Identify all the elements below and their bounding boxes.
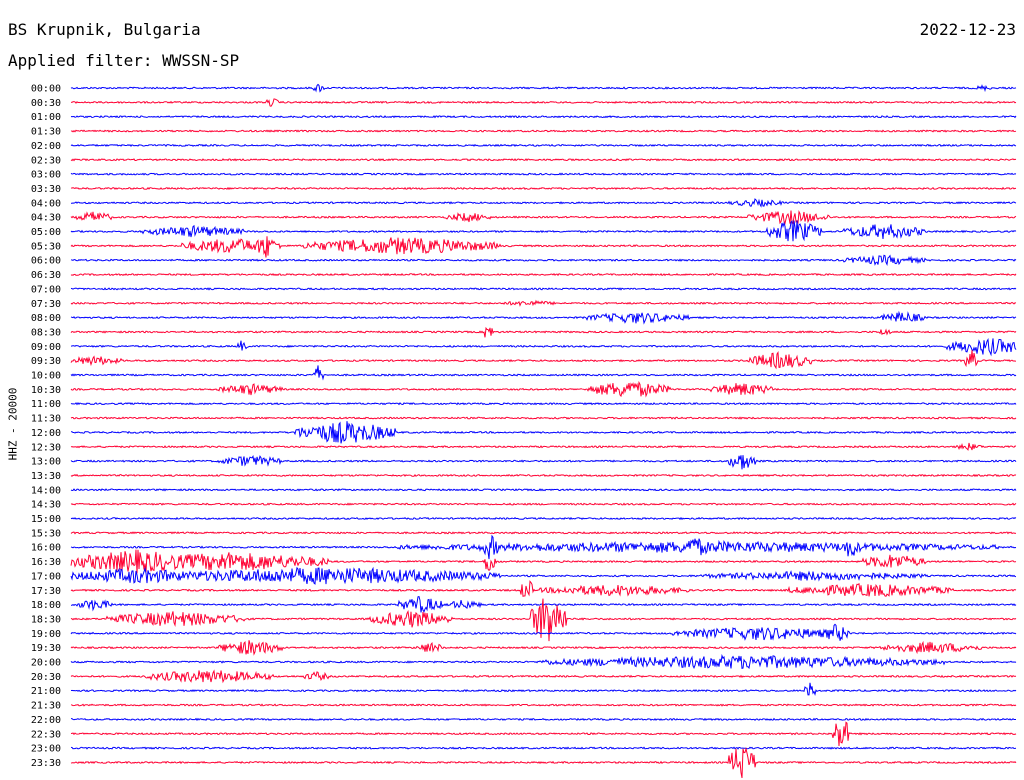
trace-line — [70, 717, 1016, 722]
row-time-label: 21:30 — [31, 701, 61, 712]
row-time-label: 00:30 — [31, 98, 61, 109]
trace-line — [70, 488, 1017, 492]
trace-line — [70, 350, 1017, 370]
row-time-label: 02:00 — [31, 141, 61, 152]
row-time-label: 03:00 — [31, 170, 61, 181]
filter-label: Applied filter: WWSSN-SP — [8, 51, 240, 70]
row-time-label: 08:00 — [31, 313, 61, 324]
row-time-label: 13:00 — [31, 457, 61, 468]
row-time-label: 22:30 — [31, 729, 61, 740]
row-time-label: 07:00 — [31, 284, 61, 295]
row-time-label: 01:00 — [31, 112, 61, 123]
row-time-label: 06:00 — [31, 256, 61, 267]
row-time-label: 19:30 — [31, 643, 61, 654]
row-time-label: 07:30 — [31, 299, 61, 310]
row-time-label: 04:30 — [31, 213, 61, 224]
row-time-label: 19:00 — [31, 629, 61, 640]
trace-line — [70, 653, 1017, 670]
trace-line — [70, 746, 1017, 779]
row-time-label: 12:30 — [31, 442, 61, 453]
row-time-label: 02:30 — [31, 155, 61, 166]
trace-line — [70, 337, 1017, 357]
trace-line — [70, 703, 1017, 707]
trace-line — [70, 254, 1017, 266]
trace-line — [70, 580, 1017, 597]
trace-line — [70, 287, 1017, 291]
trace-line — [70, 158, 1017, 162]
row-time-label: 10:00 — [31, 371, 61, 382]
row-time-label: 11:00 — [31, 399, 61, 410]
trace-line — [70, 172, 1017, 176]
row-time-label: 16:00 — [31, 543, 61, 554]
trace-line — [70, 299, 1017, 307]
row-time-label: 04:00 — [31, 198, 61, 209]
trace-line — [70, 416, 1017, 420]
trace-line — [70, 442, 1017, 451]
trace-line — [70, 682, 1017, 697]
trace-line — [70, 83, 1017, 93]
trace-line — [70, 186, 1017, 191]
row-time-label: 11:30 — [31, 414, 61, 425]
trace-line — [70, 746, 1017, 750]
row-time-label: 17:30 — [31, 586, 61, 597]
trace-line — [70, 721, 1017, 747]
trace-line — [70, 98, 1017, 107]
trace-line — [70, 473, 1017, 478]
row-time-label: 05:30 — [31, 241, 61, 252]
row-time-label: 18:00 — [31, 600, 61, 611]
row-time-label: 09:00 — [31, 342, 61, 353]
trace-line — [70, 421, 1017, 444]
row-time-label: 03:30 — [31, 184, 61, 195]
row-time-label: 06:30 — [31, 270, 61, 281]
trace-line — [70, 455, 1017, 470]
trace-line — [70, 549, 1017, 574]
trace-line — [70, 115, 1017, 119]
trace-line — [70, 326, 1017, 338]
row-time-label: 14:00 — [31, 485, 61, 496]
trace-line — [70, 640, 1017, 656]
row-time-label: 09:30 — [31, 356, 61, 367]
row-time-label: 18:30 — [31, 614, 61, 625]
row-time-label: 20:30 — [31, 672, 61, 683]
row-time-label: 13:30 — [31, 471, 61, 482]
row-time-label: 22:00 — [31, 715, 61, 726]
row-time-label: 23:30 — [31, 758, 61, 769]
trace-line — [70, 502, 1017, 506]
trace-line — [70, 598, 1017, 642]
row-time-label: 15:30 — [31, 528, 61, 539]
trace-line — [70, 380, 1017, 398]
row-time-label: 15:00 — [31, 514, 61, 525]
row-time-label: 00:00 — [31, 84, 61, 95]
row-time-label: 05:00 — [31, 227, 61, 238]
trace-line — [70, 531, 1017, 535]
station-title: BS Krupnik, Bulgaria — [8, 20, 201, 39]
trace-line — [70, 220, 1017, 242]
trace-line — [70, 623, 1017, 641]
row-time-label: 21:00 — [31, 686, 61, 697]
row-time-label: 17:00 — [31, 571, 61, 582]
row-time-label: 16:30 — [31, 557, 61, 568]
trace-line — [70, 566, 1017, 585]
trace-line — [70, 209, 1017, 226]
trace-line — [70, 310, 1017, 325]
row-time-label: 20:00 — [31, 658, 61, 669]
row-time-label: 23:00 — [31, 744, 61, 755]
trace-line — [70, 402, 1017, 406]
row-time-label: 12:00 — [31, 428, 61, 439]
date-label: 2022-12-23 — [919, 20, 1016, 39]
row-time-label: 01:30 — [31, 127, 61, 138]
trace-line — [70, 129, 1017, 133]
trace-line — [70, 669, 1017, 684]
trace-line — [70, 143, 1017, 148]
trace-line — [70, 365, 1017, 381]
trace-line — [71, 198, 1017, 208]
row-time-label: 08:30 — [31, 327, 61, 338]
trace-line — [70, 516, 1017, 521]
trace-line — [70, 236, 1017, 258]
row-time-label: 10:30 — [31, 385, 61, 396]
row-time-label: 14:30 — [31, 500, 61, 511]
trace-line — [70, 272, 1017, 277]
trace-line — [70, 534, 1017, 560]
